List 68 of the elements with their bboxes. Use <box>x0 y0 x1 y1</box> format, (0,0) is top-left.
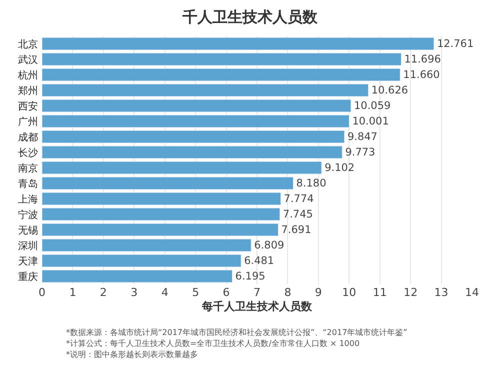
x-tick-label: 10 <box>342 286 356 299</box>
bar <box>42 161 322 174</box>
text: *数据来源：各城市统计局“2017年城市国民经济和社会发展统计公报”、“2017年城市统计年鉴” <box>66 328 408 337</box>
x-axis-title: 每千人卫生技术人员数 <box>201 300 313 314</box>
x-tick-label: 0 <box>38 286 46 299</box>
y-tick-label: 北京 <box>18 38 38 50</box>
data-label: 9.102 <box>324 162 355 174</box>
bar <box>42 84 369 97</box>
data-label: 11.660 <box>403 69 440 82</box>
bar <box>42 37 434 50</box>
bar <box>42 114 350 128</box>
data-label: 12.761 <box>436 38 474 50</box>
bar <box>42 208 280 221</box>
bar <box>42 223 278 236</box>
bar <box>42 254 242 268</box>
y-tick-label: 青岛 <box>18 178 38 190</box>
bar <box>42 192 282 206</box>
bar <box>42 99 352 112</box>
data-label: 6.809 <box>254 240 284 252</box>
x-tick-label: 2 <box>100 286 107 299</box>
data-label: 6.481 <box>244 255 274 268</box>
y-tick-label: 武汉 <box>18 54 38 66</box>
data-label: 7.774 <box>284 193 314 206</box>
y-tick-label: 重庆 <box>18 270 38 283</box>
y-tick-label: 无锡 <box>18 225 38 236</box>
data-label: 10.059 <box>354 100 391 112</box>
y-tick-label: 上海 <box>18 193 38 206</box>
bar <box>42 130 345 144</box>
y-tick-label: 西安 <box>18 100 38 112</box>
x-tick-label: 11 <box>372 286 387 299</box>
x-tick-label: 3 <box>130 286 138 299</box>
x-tick-label: 9 <box>314 286 322 299</box>
x-tick-label: 4 <box>161 286 168 299</box>
y-tick-label: 长沙 <box>18 146 38 159</box>
x-tick-label: 14 <box>465 286 479 299</box>
data-label: 9.773 <box>345 146 376 159</box>
data-label: 9.847 <box>347 131 378 144</box>
y-tick-label: 成都 <box>18 131 38 144</box>
bar <box>42 52 402 66</box>
x-tick-label: 13 <box>434 286 448 299</box>
data-label: 7.745 <box>282 208 313 221</box>
y-tick-label: 宁波 <box>18 208 38 221</box>
data-label: 11.696 <box>404 54 442 66</box>
x-tick-label: 12 <box>404 286 418 299</box>
bar <box>42 146 342 159</box>
x-tick-label: 8 <box>284 286 292 299</box>
data-label: 8.180 <box>296 178 326 190</box>
text: *计算公式：每千人卫生技术人员数=全市卫生技术人员数/全市常住人口数 × 1000 <box>66 339 360 348</box>
x-tick-label: 5 <box>192 286 200 299</box>
data-label: 10.001 <box>352 116 389 128</box>
bar <box>42 270 233 283</box>
y-tick-label: 南京 <box>18 162 38 174</box>
bar <box>42 68 400 82</box>
x-tick-label: 6 <box>222 286 230 299</box>
y-tick-label: 广州 <box>18 116 38 128</box>
y-tick-label: 深圳 <box>18 240 38 252</box>
data-label: 10.626 <box>371 84 408 97</box>
x-tick-label: 1 <box>69 286 76 299</box>
bar <box>42 176 294 190</box>
data-label: 6.195 <box>235 270 266 283</box>
y-tick-label: 郑州 <box>18 84 38 97</box>
text: *说明：图中条形越长则表示数量越多 <box>66 350 198 359</box>
chart-title: 千人卫生技术人员数 <box>182 8 318 26</box>
bar <box>42 238 252 252</box>
y-tick-label: 杭州 <box>17 69 38 82</box>
x-tick-label: 7 <box>254 286 260 299</box>
y-tick-label: 天津 <box>18 255 38 268</box>
data-label: 7.691 <box>281 224 312 236</box>
